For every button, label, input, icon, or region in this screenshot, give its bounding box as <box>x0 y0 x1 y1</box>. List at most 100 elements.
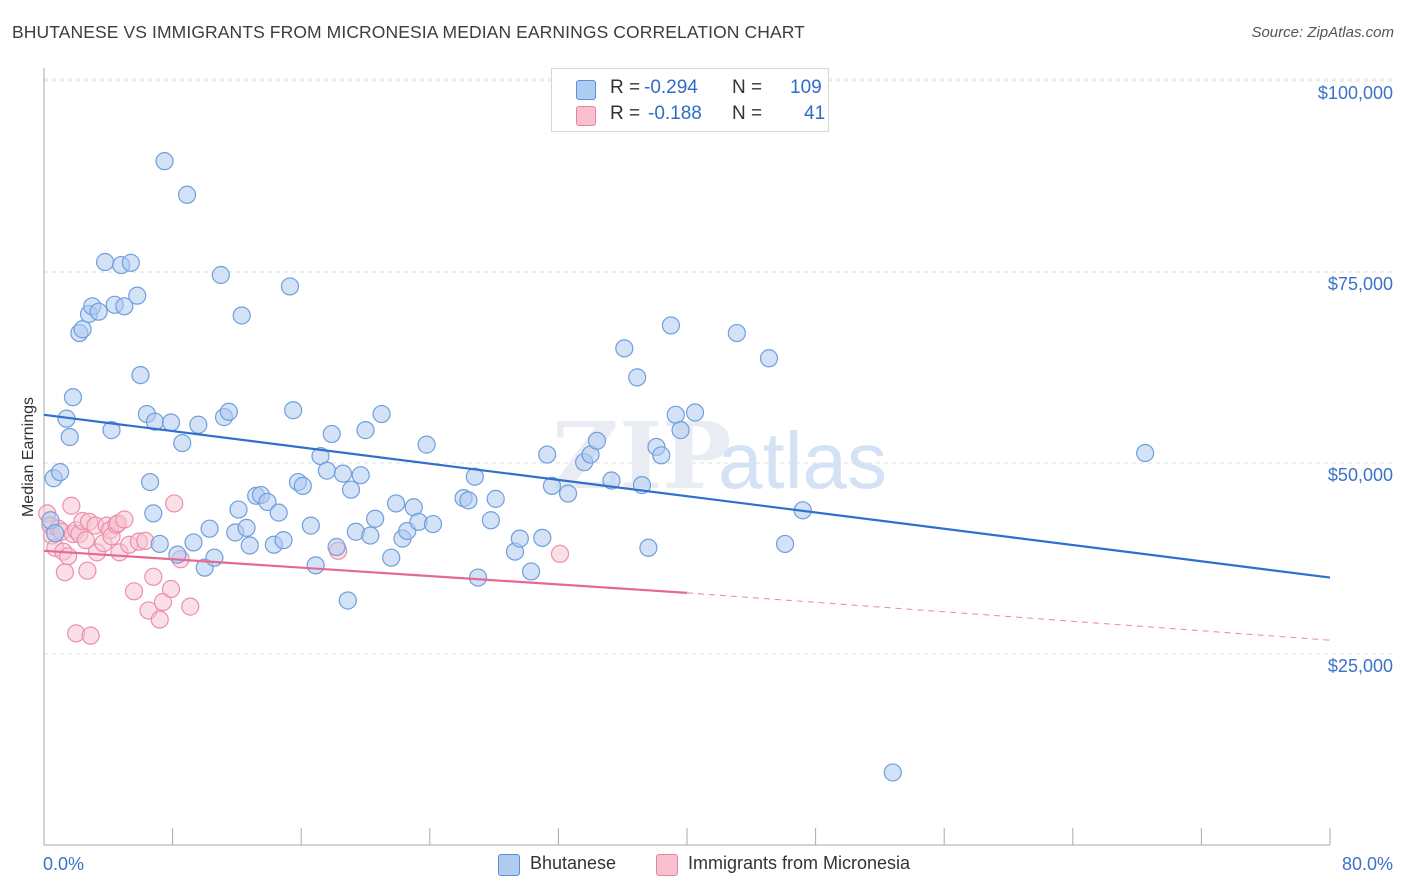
data-point <box>661 316 681 335</box>
data-point <box>274 531 293 550</box>
trend-lines <box>43 413 1331 641</box>
data-point <box>161 413 181 432</box>
data-point <box>486 489 505 508</box>
data-point <box>386 494 406 513</box>
data-point <box>161 579 181 599</box>
legend-n-value: 109 <box>790 77 822 98</box>
data-point <box>510 529 529 548</box>
data-point <box>177 185 197 204</box>
data-point <box>115 297 134 316</box>
data-point <box>269 503 288 522</box>
data-point <box>124 582 144 601</box>
data-point <box>481 511 500 530</box>
trend-line-micronesia <box>43 549 688 594</box>
data-point <box>465 467 484 486</box>
data-point <box>306 556 325 575</box>
data-point <box>550 544 570 563</box>
legend-r-label: R = <box>610 77 641 98</box>
data-point <box>50 463 70 482</box>
data-point <box>284 401 303 420</box>
data-point <box>232 306 251 325</box>
data-point <box>338 591 357 610</box>
bottom-legend-swatch-blue <box>498 854 520 876</box>
data-point <box>382 548 401 567</box>
data-point <box>73 320 92 339</box>
data-point <box>181 597 200 616</box>
data-point <box>293 476 312 495</box>
data-point <box>150 534 169 554</box>
data-point <box>173 433 192 453</box>
data-point <box>602 471 621 490</box>
stats-legend: R = -0.294 N = 109 R = -0.188 N = 41 <box>551 68 829 132</box>
source-credit: Source: ZipAtlas.com <box>1251 24 1394 41</box>
legend-r-label: R = <box>610 103 641 124</box>
data-point <box>417 435 436 454</box>
data-point <box>237 518 256 538</box>
x-tick-label-start: 0.0% <box>43 854 84 874</box>
data-point <box>685 403 705 422</box>
data-point <box>558 484 578 503</box>
data-point <box>62 496 81 515</box>
watermark-atlas: atlas <box>718 416 887 505</box>
data-point <box>628 368 647 387</box>
data-point <box>327 537 346 557</box>
legend-n-label: N = <box>732 77 763 98</box>
data-point <box>76 531 95 550</box>
trend-line-micronesia-extrapolated <box>686 592 1331 641</box>
legend-r-value: -0.294 <box>644 77 698 98</box>
data-point <box>144 504 163 523</box>
data-point <box>153 592 173 612</box>
data-point <box>423 514 443 534</box>
chart-title: BHUTANESE VS IMMIGRANTS FROM MICRONESIA … <box>12 22 805 42</box>
y-tick-label: $25,000 <box>1328 656 1393 676</box>
data-point <box>121 253 140 272</box>
data-point <box>60 427 79 447</box>
y-axis-label: Median Earnings <box>20 397 37 517</box>
data-point <box>587 431 607 450</box>
data-point <box>351 466 370 485</box>
data-point <box>322 424 341 444</box>
trend-line-bhutanese <box>43 413 1331 579</box>
data-point <box>102 421 121 440</box>
data-point <box>666 405 685 424</box>
data-point <box>81 626 100 645</box>
data-point <box>366 509 385 528</box>
watermark: ZIP atlas <box>552 402 887 510</box>
data-point <box>258 492 277 512</box>
data-point <box>131 365 150 385</box>
data-point <box>184 533 203 552</box>
legend-r-value: -0.188 <box>648 103 702 124</box>
legend-swatch-pink <box>576 106 596 126</box>
x-tick-label-end: 80.0% <box>1342 854 1393 874</box>
data-point <box>211 265 230 285</box>
data-point <box>78 561 97 580</box>
data-point <box>775 534 795 554</box>
data-point <box>883 763 902 782</box>
bottom-legend-swatch-pink <box>656 854 678 876</box>
data-point <box>59 547 78 566</box>
data-point <box>533 528 552 547</box>
data-point <box>538 445 557 464</box>
data-point <box>542 476 562 495</box>
data-point <box>459 491 478 510</box>
data-point <box>229 500 248 519</box>
axes <box>43 68 1331 846</box>
data-point <box>240 536 259 555</box>
data-point <box>63 388 83 407</box>
data-point <box>140 472 160 492</box>
legend-swatch-blue <box>576 80 596 100</box>
data-point <box>55 563 74 582</box>
legend-n-value: 41 <box>804 103 826 124</box>
data-point <box>128 286 147 305</box>
data-point <box>301 516 320 535</box>
gridlines <box>44 78 1395 655</box>
data-point <box>356 421 375 440</box>
data-point <box>155 152 174 171</box>
data-point <box>150 610 169 629</box>
y-tick-label: $75,000 <box>1328 274 1393 294</box>
y-tick-label: $50,000 <box>1328 465 1393 485</box>
y-tick-label: $100,000 <box>1318 83 1393 103</box>
tick-labels: $25,000 $50,000 $75,000 $100,000 <box>1318 83 1393 676</box>
data-point <box>361 526 380 545</box>
